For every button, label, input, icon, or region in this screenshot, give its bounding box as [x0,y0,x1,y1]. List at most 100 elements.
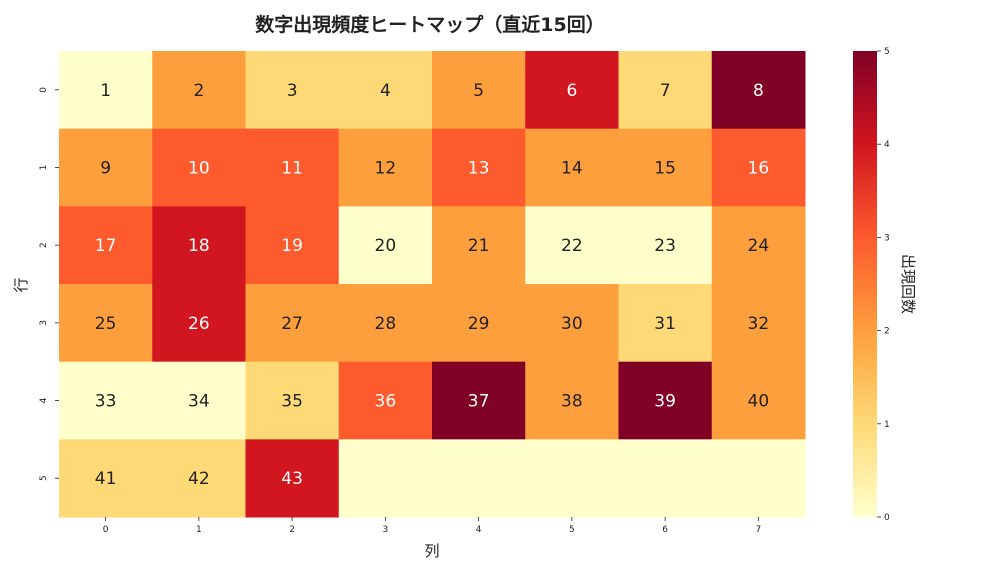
y-tick-label: 5 [39,475,49,481]
cell-label: 42 [188,469,210,489]
heatmap-cell [59,128,153,207]
colorbar-ticks: 0 1 2 3 4 5 [877,47,890,523]
cell-label: 1 [100,81,111,101]
heatmap-cell [59,284,153,363]
colorbar [853,51,877,517]
cell-label: 31 [654,314,676,334]
cell-label: 35 [281,392,303,412]
heatmap-cell [618,361,713,440]
heatmap-cell [338,51,433,130]
cell-label: 38 [561,392,583,412]
cell-label: 5 [473,81,484,101]
x-tick-label: 1 [196,525,202,535]
cell-label: 12 [375,159,397,179]
cell-label: 14 [561,159,583,179]
colorbar-tick-label: 0 [884,513,890,523]
heatmap-cell [432,206,526,285]
colorbar-tick-label: 1 [884,420,890,430]
cell-label: 8 [753,81,764,101]
x-tick-label: 2 [289,525,295,535]
cell-label: 15 [654,159,676,179]
heatmap-cell [525,128,619,207]
heatmap-cell [152,439,246,518]
heatmap-cell [711,206,806,285]
cell-label: 24 [748,236,770,256]
chart-title: 数字出現頻度ヒートマップ（直近15回） [255,13,604,36]
y-tick-label: 2 [39,242,49,248]
cell-label: 41 [95,469,117,489]
cell-label: 3 [287,81,298,101]
heatmap-cell [152,51,246,130]
heatmap-cell [618,439,713,518]
cell-label: 40 [748,392,770,412]
x-tick-label: 7 [756,525,762,535]
heatmap-cell [245,51,340,130]
cell-label: 26 [188,314,210,334]
heatmap-cell [525,206,619,285]
cell-label: 10 [188,159,210,179]
heatmap-cell [245,439,340,518]
x-tick-label: 0 [103,525,109,535]
y-tick-label: 1 [39,165,49,171]
heatmap-cell [152,361,246,440]
x-tick-label: 3 [383,525,389,535]
heatmap-cell [618,284,713,363]
heatmap-cell [338,128,433,207]
cell-label: 6 [566,81,577,101]
heatmap-cell [59,361,153,440]
cell-label: 19 [281,236,303,256]
heatmap-cell [338,206,433,285]
heatmap-cell [245,128,340,207]
y-tick-label: 0 [39,87,49,93]
heatmap-cell [525,361,619,440]
colorbar-tick-label: 3 [884,233,890,243]
heatmap-cell [432,128,526,207]
cell-label: 16 [748,159,770,179]
heatmap-cell [338,361,433,440]
heatmap-cell [711,284,806,363]
heatmap-cell [525,439,619,518]
y-tick-label: 4 [39,397,49,403]
cell-label: 7 [660,81,671,101]
cell-label: 11 [281,159,303,179]
cell-label: 23 [654,236,676,256]
cell-label: 32 [748,314,770,334]
y-axis-ticks: 0 1 2 3 4 5 [39,87,59,481]
heatmap-cell [338,439,433,518]
colorbar-tick-label: 2 [884,327,890,337]
cell-label: 33 [95,392,117,412]
heatmap-cell [59,51,153,130]
heatmap-cell [711,51,806,130]
heatmap-cell [525,51,619,130]
cell-label: 20 [375,236,397,256]
heatmap-cell [711,128,806,207]
cell-label: 34 [188,392,210,412]
heatmap-cell [245,361,340,440]
heatmap-cell [59,439,153,518]
cell-label: 30 [561,314,583,334]
cell-label: 29 [468,314,490,334]
heatmap-cell [152,128,246,207]
heatmap-cell [245,206,340,285]
heatmap-cell [59,206,153,285]
x-axis-label: 列 [424,542,439,560]
cell-label: 27 [281,314,303,334]
heatmap-cell [152,206,246,285]
heatmap-cell [152,284,246,363]
heatmap-cell [432,284,526,363]
heatmap-cell [618,128,713,207]
cell-label: 43 [281,469,303,489]
cell-label: 9 [100,159,111,179]
cell-label: 25 [95,314,117,334]
heatmap-cell [338,284,433,363]
y-tick-label: 3 [39,320,49,326]
heatmap-cell [711,361,806,440]
x-tick-label: 4 [476,525,482,535]
x-axis-ticks: 0 1 2 3 4 5 6 7 [103,517,761,535]
cell-label: 39 [654,392,676,412]
cell-label: 28 [375,314,397,334]
colorbar-label: 出現回数 [899,254,917,314]
heatmap-cell [245,284,340,363]
